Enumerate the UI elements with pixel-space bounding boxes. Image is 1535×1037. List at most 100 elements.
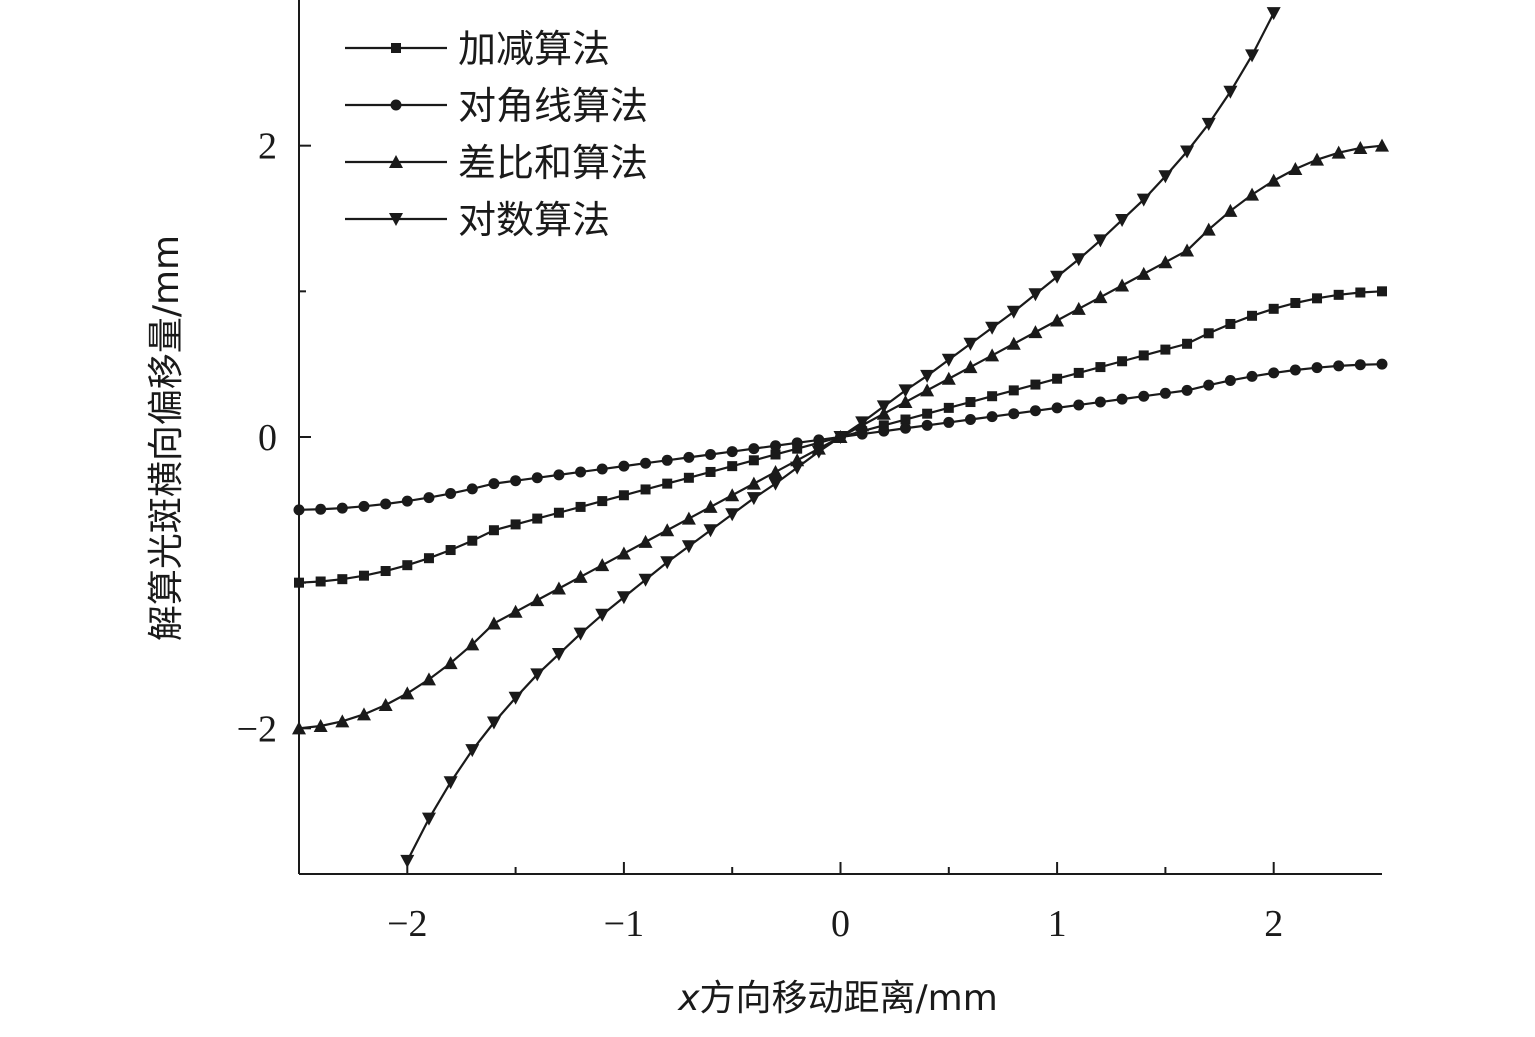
data-point [1354, 359, 1366, 371]
x-axis-title: x方向移动距离/mm [677, 978, 998, 1019]
data-point [876, 400, 891, 414]
data-point [380, 566, 391, 577]
data-point [964, 414, 976, 426]
x-axis-variable: x [677, 978, 700, 1019]
data-point [921, 419, 933, 431]
data-point [1224, 374, 1236, 386]
data-point [768, 477, 783, 491]
data-point [1116, 393, 1128, 405]
data-point [1006, 305, 1021, 319]
data-point [1245, 49, 1260, 63]
data-point [833, 431, 848, 444]
data-point [703, 499, 718, 513]
data-point [1052, 373, 1063, 384]
data-point [705, 448, 717, 460]
data-point [1247, 310, 1258, 321]
x-tick-label: 0 [831, 903, 850, 945]
legend-label: 加减算法 [458, 27, 610, 71]
data-point [358, 500, 370, 512]
data-point [573, 627, 588, 641]
data-point [943, 416, 955, 428]
data-point [985, 321, 1000, 335]
x-tick-label: 2 [1264, 903, 1283, 945]
data-point [1201, 117, 1216, 131]
data-point [791, 437, 803, 449]
data-point [618, 460, 630, 472]
data-point [963, 337, 978, 351]
legend-label: 对数算法 [458, 198, 610, 242]
data-point [595, 558, 610, 572]
data-point [531, 472, 543, 484]
data-point [1093, 290, 1108, 304]
data-point [401, 495, 413, 507]
data-point [1138, 350, 1149, 361]
data-point [855, 416, 870, 430]
data-point [725, 488, 740, 502]
data-point [1136, 266, 1151, 280]
legend-label: 差比和算法 [458, 141, 648, 185]
data-point [900, 414, 911, 425]
data-point [421, 812, 436, 826]
data-point [963, 360, 978, 374]
data-point [465, 637, 480, 651]
data-point [1376, 358, 1388, 370]
data-point [943, 402, 954, 413]
data-point [575, 501, 586, 512]
data-point [1180, 243, 1195, 257]
data-point [660, 523, 675, 537]
plot-area [292, 7, 1389, 868]
legend-marker [389, 213, 403, 226]
data-point [986, 411, 998, 423]
data-point [661, 454, 673, 466]
data-point [337, 574, 348, 585]
data-point [1353, 140, 1368, 154]
data-point [1246, 370, 1258, 382]
data-point [1268, 303, 1279, 314]
data-point [1290, 297, 1301, 308]
data-point [508, 691, 523, 705]
data-point [1073, 399, 1085, 411]
data-point [878, 420, 889, 431]
data-point [813, 434, 825, 446]
data-point [1159, 387, 1171, 399]
data-point [1331, 145, 1346, 159]
data-point [1117, 356, 1128, 367]
data-point [681, 511, 696, 525]
data-point [768, 464, 783, 478]
data-point [1008, 408, 1020, 420]
data-point [595, 608, 610, 622]
data-point [1355, 287, 1366, 298]
data-point [941, 371, 956, 385]
data-point [530, 593, 545, 607]
data-point [551, 581, 566, 595]
data-point [421, 672, 436, 686]
data-point [1375, 138, 1389, 152]
data-point [1158, 170, 1173, 184]
data-point [508, 604, 523, 618]
data-point [640, 484, 651, 495]
data-point [488, 478, 500, 490]
data-point [1095, 362, 1106, 373]
data-point [1071, 301, 1086, 315]
legend-label: 对角线算法 [458, 84, 648, 128]
data-point [748, 455, 759, 466]
legend-marker [391, 43, 401, 53]
data-point [681, 540, 696, 554]
data-point [792, 443, 803, 454]
data-point [530, 668, 545, 682]
data-point [1008, 385, 1019, 396]
data-point [1203, 379, 1215, 391]
data-point [1201, 222, 1216, 236]
data-point [596, 463, 608, 475]
data-point [1288, 161, 1303, 175]
data-point [1138, 390, 1150, 402]
legend-item: 加减算法 [345, 27, 610, 71]
data-point [313, 719, 328, 733]
data-point [488, 525, 499, 536]
y-tick-label: 2 [258, 126, 277, 168]
data-point [727, 461, 738, 472]
data-point [941, 353, 956, 367]
data-point [1006, 336, 1021, 350]
